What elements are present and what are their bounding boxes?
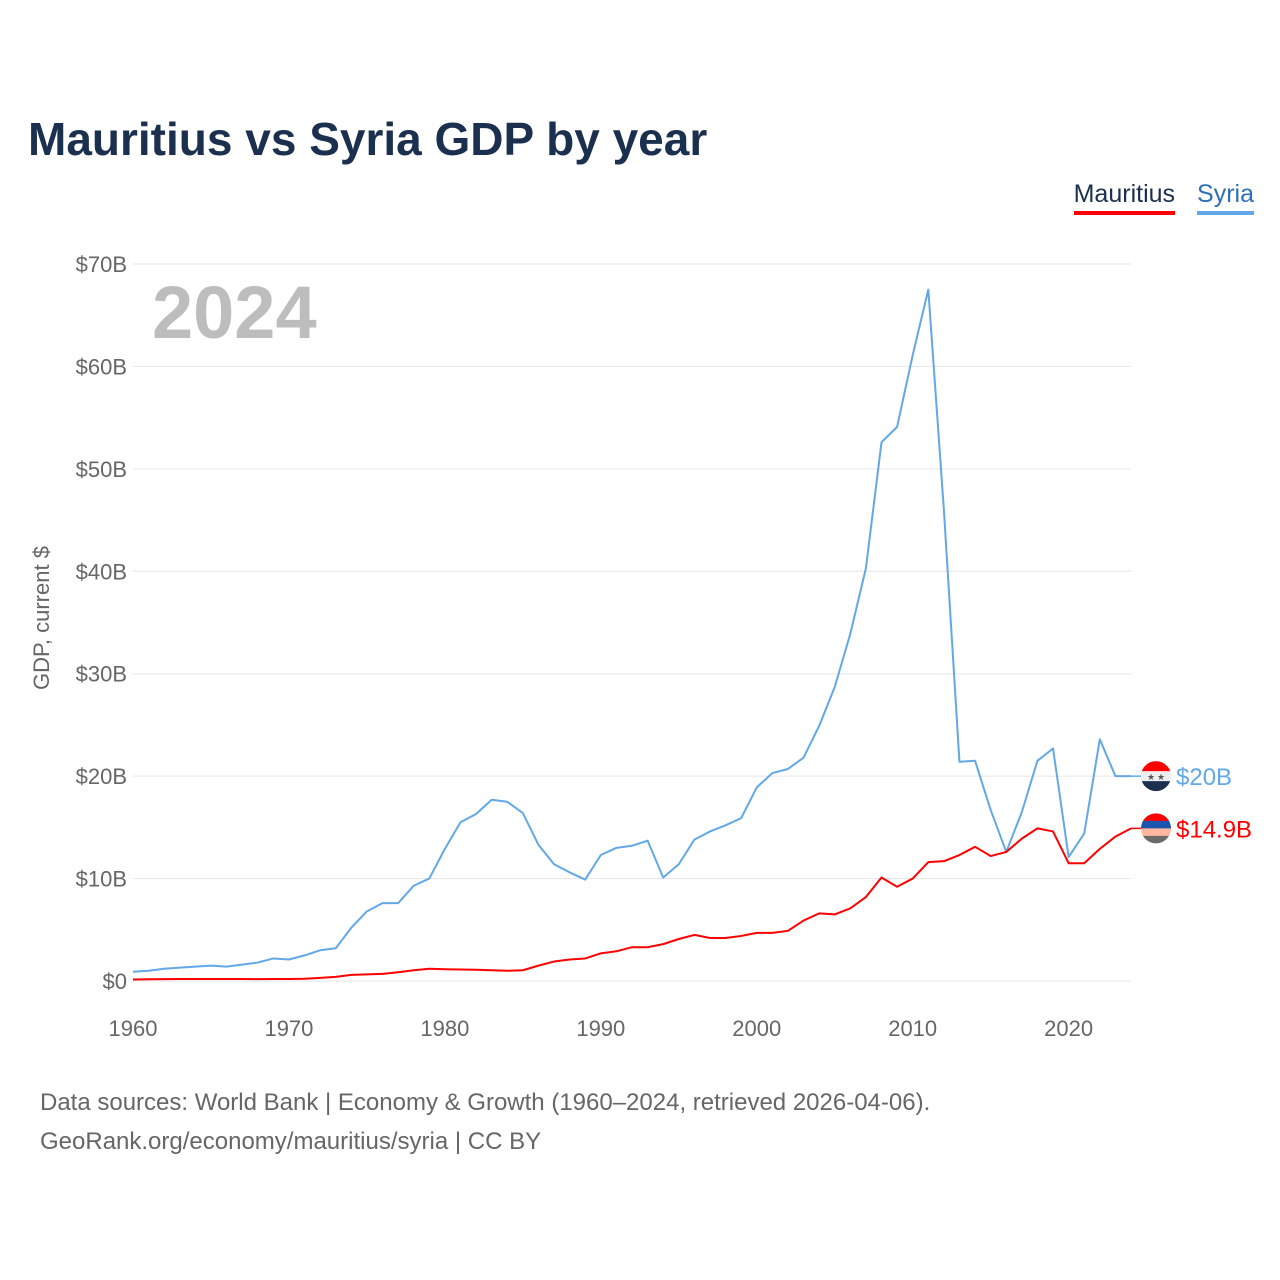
flag-icon-mauritius [1141,828,1171,837]
y-tick-label: $10B [76,867,127,892]
flag-icon-mauritius [1141,813,1171,822]
y-tick-label: $40B [76,559,127,584]
y-tick-label: $50B [76,457,127,482]
chart-title: Mauritius vs Syria GDP by year [28,113,708,165]
x-tick-label: 2010 [888,1016,937,1041]
y-tick-label: $30B [76,662,127,687]
x-tick-label: 1990 [576,1016,625,1041]
series-line-mauritius [132,827,1132,981]
flag-icon-mauritius [1141,835,1171,844]
series-line-syria [132,288,1131,973]
y-tick-label: $60B [76,354,127,379]
x-tick-label: 2000 [732,1016,781,1041]
flag-icon-syria [1141,771,1171,782]
flag-icon-syria [1141,761,1171,772]
flag-star-icon: ★ [1157,772,1165,782]
y-tick-label: $20B [76,764,127,789]
legend-item-mauritius[interactable]: Mauritius [1073,180,1176,215]
legend: Mauritius Syria [1073,180,1254,215]
source-line-2[interactable]: GeoRank.org/economy/mauritius/syria | CC… [40,1128,542,1155]
flag-icon-syria [1141,781,1171,792]
y-tick-label: $0 [103,969,127,994]
flag-star-icon: ★ [1147,772,1155,782]
end-value-label-syria: $20B [1176,764,1232,791]
y-tick-label: $70B [76,252,127,277]
x-tick-label: 2020 [1044,1016,1093,1041]
end-value-label-mauritius: $14.9B [1176,816,1252,843]
x-tick-label: 1980 [420,1016,469,1041]
x-tick-label: 1960 [109,1016,158,1041]
legend-item-syria[interactable]: Syria [1197,180,1254,215]
year-watermark: 2024 [152,271,317,354]
x-tick-label: 1970 [264,1016,313,1041]
flag-icon-mauritius [1141,820,1171,829]
source-line-1: Data sources: World Bank | Economy & Gro… [40,1089,931,1116]
source-note: Data sources: World Bank | Economy & Gro… [40,1083,930,1161]
